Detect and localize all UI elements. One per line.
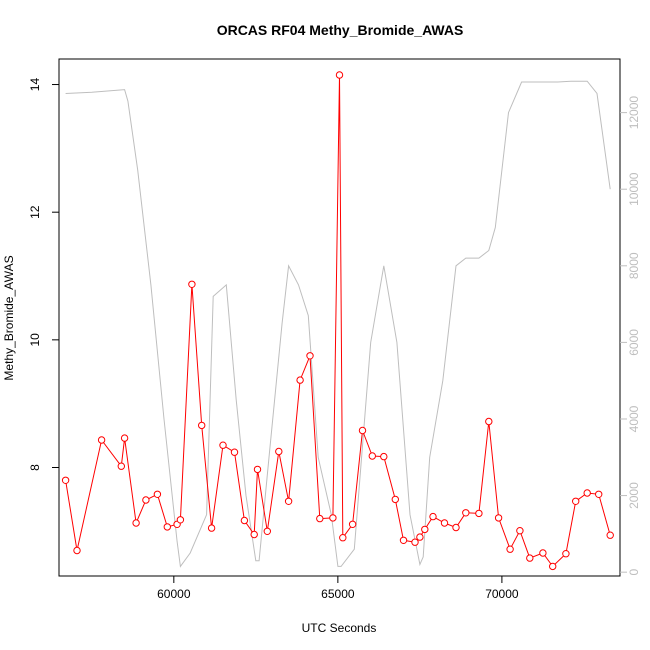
data-point [421, 525, 429, 534]
data-point [440, 519, 449, 527]
data-point [73, 546, 81, 555]
data-point [240, 516, 249, 525]
data-point [516, 527, 524, 535]
data-point [316, 514, 324, 523]
y2-tick-label: 6000 [627, 329, 641, 356]
y2-tick-label: 12000 [627, 96, 641, 130]
y2-tick-label: 8000 [627, 252, 641, 279]
data-point [539, 549, 547, 557]
data-point [153, 490, 162, 498]
y2-tick-label: 4000 [627, 405, 641, 432]
data-point [120, 434, 129, 442]
x-tick-label: 60000 [157, 587, 191, 601]
data-point [230, 448, 239, 456]
data-point [416, 533, 424, 541]
data-point [188, 280, 196, 288]
axes: 60000 65000 70000 8 10 12 14 0 2000 4000 6000 8000 1… [28, 78, 641, 601]
data-point [549, 562, 557, 571]
data-point [485, 417, 493, 426]
data-point [219, 441, 227, 449]
x-tick-label: 70000 [485, 587, 519, 601]
plot-frame [58, 58, 621, 577]
series-layer [61, 71, 614, 571]
x-axis-label: UTC Seconds [302, 621, 377, 635]
data-point [263, 527, 271, 535]
y-tick-label: 8 [28, 464, 42, 471]
data-point [411, 538, 419, 546]
data-point [163, 523, 172, 531]
data-point [595, 490, 603, 498]
data-point [562, 550, 570, 558]
data-point [142, 496, 150, 504]
data-point [506, 545, 514, 553]
data-point [358, 426, 367, 435]
data-point [368, 452, 376, 460]
data-point [198, 421, 206, 430]
data-point [117, 462, 126, 470]
y-tick-label: 12 [28, 205, 42, 219]
y-tick-label: 10 [28, 333, 42, 347]
data-point [250, 530, 258, 539]
data-point [284, 497, 293, 505]
data-point [606, 531, 614, 539]
y-axis-label: Methy_Bromide_AWAS [2, 255, 16, 380]
data-point [452, 523, 460, 532]
data-point [429, 512, 437, 521]
data-point [399, 536, 408, 544]
data-point [335, 71, 344, 79]
series-line-secondary [65, 80, 611, 568]
chart-title: ORCAS RF04 Methy_Bromide_AWAS [217, 22, 464, 38]
data-point [329, 514, 337, 522]
data-point [391, 495, 399, 504]
x-tick-label: 65000 [321, 587, 355, 601]
data-point [583, 489, 591, 497]
data-point [176, 516, 185, 524]
data-point [207, 524, 216, 532]
data-point [462, 509, 470, 517]
y2-tick-label: 10000 [627, 172, 641, 206]
data-point [526, 554, 534, 562]
data-point [97, 436, 106, 444]
y-tick-label: 14 [28, 78, 42, 92]
data-point [475, 509, 483, 518]
data-point [275, 447, 283, 456]
y2-tick-label: 0 [627, 569, 641, 576]
data-point [306, 352, 314, 360]
data-point [296, 376, 304, 384]
data-point [253, 465, 262, 474]
data-point [380, 452, 388, 461]
data-point [572, 497, 580, 505]
y2-tick-label: 2000 [627, 482, 641, 509]
data-point [339, 534, 347, 542]
data-point [61, 476, 70, 484]
data-point [494, 514, 503, 522]
data-point [348, 520, 357, 528]
data-point [132, 519, 140, 527]
